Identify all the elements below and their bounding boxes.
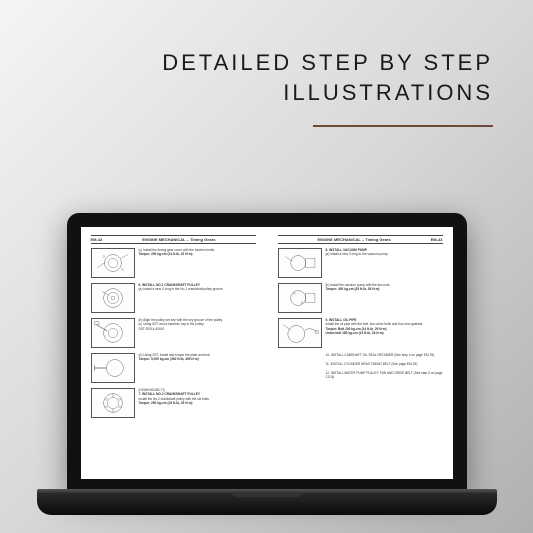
laptop: EM-42 ENGINE MECHANICAL – Timing Gears (… xyxy=(37,213,497,533)
text-item: 12. INSTALL WATER PUMP PULLEY, FAN AND D… xyxy=(326,371,443,381)
laptop-frame: EM-42 ENGINE MECHANICAL – Timing Gears (… xyxy=(67,213,467,493)
laptop-screen: EM-42 ENGINE MECHANICAL – Timing Gears (… xyxy=(81,227,453,479)
diagram-thumb xyxy=(278,318,322,348)
text-item: 11. INSTALL CYLINDER HEAD TIMING BELT (S… xyxy=(326,362,443,367)
step-text: (c) Install the timing gear cover with t… xyxy=(139,248,256,257)
diagram-thumb xyxy=(91,283,135,313)
diagram-thumb xyxy=(91,318,135,348)
headline-line1: DETAILED STEP BY STEP xyxy=(162,48,493,78)
headline-line2: ILLUSTRATIONS xyxy=(162,78,493,108)
step: 8. INSTALL VACUUM PUMP (a) Install a new… xyxy=(278,248,443,278)
laptop-notch xyxy=(232,492,302,497)
step: 9. INSTALL OIL PIPE Install the oil pipe… xyxy=(278,318,443,348)
headline: DETAILED STEP BY STEP ILLUSTRATIONS xyxy=(162,48,493,107)
diagram-thumb xyxy=(91,388,135,418)
manual-left-page: EM-42 ENGINE MECHANICAL – Timing Gears (… xyxy=(81,227,266,479)
step: 6. INSTALL NO.1 CRANKSHAFT PULLEY (a) In… xyxy=(91,283,256,313)
left-page-header: EM-42 ENGINE MECHANICAL – Timing Gears xyxy=(91,235,256,244)
diagram-thumb xyxy=(91,248,135,278)
step: (b) Install the vacuum pump with the two… xyxy=(278,283,443,313)
step-text: 6. INSTALL NO.1 CRANKSHAFT PULLEY (a) In… xyxy=(139,283,256,292)
step: (c) Install the timing gear cover with t… xyxy=(91,248,256,278)
divider xyxy=(313,125,493,127)
step: (d) Using SST, install and torque the pl… xyxy=(91,353,256,383)
text-item: 10. INSTALL CAMSHAFT OIL SEAL RETAINER (… xyxy=(326,353,443,358)
manual-right-page: ENGINE MECHANICAL – Timing Gears EM-43 8… xyxy=(268,227,453,479)
step-text: (b) Install the vacuum pump with the two… xyxy=(326,283,443,292)
diagram-thumb xyxy=(278,283,322,313)
left-page-no: EM-42 xyxy=(91,237,103,242)
right-page-header: ENGINE MECHANICAL – Timing Gears EM-43 xyxy=(278,235,443,244)
step-text: 8. INSTALL VACUUM PUMP (a) Install a new… xyxy=(326,248,443,257)
step-text: (d) Using SST, install and torque the pl… xyxy=(139,353,256,362)
step-text: 9. INSTALL OIL PIPE Install the oil pipe… xyxy=(326,318,443,336)
step-text: (b) Align the pulley set key with the ke… xyxy=(139,318,256,331)
diagram-thumb xyxy=(91,353,135,383)
step-text: (HZJ80/HDJ80-TI) 7. INSTALL NO.2 CRANKSH… xyxy=(139,388,256,406)
step: (b) Align the pulley set key with the ke… xyxy=(91,318,256,348)
diagram-thumb xyxy=(278,248,322,278)
right-page-no: EM-43 xyxy=(431,237,443,242)
step: (HZJ80/HDJ80-TI) 7. INSTALL NO.2 CRANKSH… xyxy=(91,388,256,418)
